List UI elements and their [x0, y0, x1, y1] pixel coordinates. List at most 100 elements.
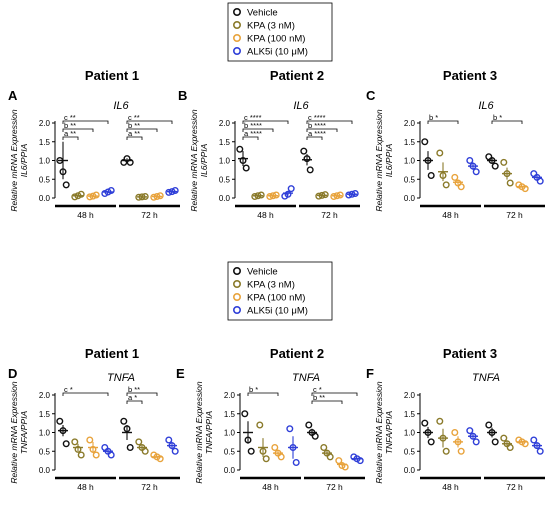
significance-label: c ** — [64, 113, 76, 122]
significance-label: b **** — [308, 121, 326, 130]
group-label: 48 h — [442, 482, 459, 492]
y-tick-label: 0.5 — [224, 447, 236, 456]
panel-letter: A — [8, 88, 18, 103]
significance-bracket — [247, 392, 279, 396]
significance-label: a **** — [308, 129, 326, 138]
data-point — [427, 171, 435, 179]
y-tick-label: 0.5 — [404, 447, 416, 456]
panel-letter: F — [366, 366, 374, 381]
group-label: 72 h — [326, 482, 343, 492]
data-point — [271, 444, 279, 452]
y-tick-label: 2.0 — [39, 119, 51, 128]
y-tick-label: 1.5 — [219, 138, 231, 147]
significance-bracket — [62, 120, 109, 124]
data-point — [62, 181, 70, 189]
y-tick-label: 1.5 — [404, 410, 416, 419]
data-point — [451, 173, 459, 181]
significance-label: b ** — [128, 121, 140, 130]
data-point — [351, 189, 359, 197]
patient-title: Patient 1 — [85, 346, 139, 361]
y-axis-label-line: IL6/PPIA — [384, 143, 394, 177]
group-label: 48 h — [77, 210, 94, 220]
data-point — [266, 192, 274, 200]
group-label: 48 h — [442, 210, 459, 220]
data-point — [292, 459, 300, 467]
data-point — [500, 434, 508, 442]
gene-title: IL6 — [113, 100, 129, 112]
panel-e: Patient 2 E TNFA Relative mRNA ExpressionTN… — [176, 346, 365, 492]
significance-label: b * — [429, 113, 438, 122]
data-point — [472, 438, 480, 446]
data-point — [436, 149, 444, 157]
significance-label: b ** — [64, 121, 76, 130]
y-axis-label-line: TNFA/PPIA — [204, 411, 214, 455]
legend-marker — [233, 266, 242, 275]
panel-f: Patient 3 F TNFA Relative mRNA ExpressionTN… — [366, 346, 545, 492]
data-point — [472, 168, 480, 176]
data-point — [107, 186, 115, 194]
data-point — [92, 191, 100, 199]
data-point — [156, 192, 164, 200]
y-tick-label: 2.0 — [219, 119, 231, 128]
patient-title: Patient 2 — [270, 346, 324, 361]
data-point — [457, 447, 465, 455]
y-tick-label: 2.0 — [39, 391, 51, 400]
data-point — [506, 179, 514, 187]
significance-bracket — [62, 136, 79, 140]
legend-label: ALK5i (10 μM) — [247, 306, 308, 317]
panel-letter: D — [8, 366, 17, 381]
data-point — [126, 444, 134, 452]
data-point — [466, 156, 474, 164]
significance-bracket — [311, 400, 343, 404]
gene-title: TNFA — [292, 372, 320, 384]
data-point — [321, 191, 329, 199]
panel-letter: E — [176, 366, 185, 381]
data-point — [335, 457, 343, 465]
data-point — [150, 193, 158, 201]
data-point — [120, 417, 128, 425]
significance-bracket — [62, 128, 94, 132]
legend-box — [227, 261, 333, 321]
data-point — [421, 419, 429, 427]
data-point — [287, 185, 295, 193]
data-point — [336, 191, 344, 199]
group-label: 48 h — [257, 210, 274, 220]
y-tick-label: 1.5 — [39, 410, 51, 419]
data-point — [156, 455, 164, 463]
legend: Vehicle KPA (3 nM) KPA (100 nM) ALK5i (10 μ… — [227, 261, 333, 321]
data-point — [62, 440, 70, 448]
data-point — [135, 438, 143, 446]
legend-marker — [233, 20, 242, 29]
significance-bracket — [306, 128, 338, 132]
y-tick-label: 0.5 — [404, 175, 416, 184]
gene-title: TNFA — [472, 372, 500, 384]
significance-bracket — [126, 136, 143, 140]
panel-letter: C — [366, 88, 376, 103]
data-point — [86, 436, 94, 444]
significance-label: b * — [249, 385, 258, 394]
group-label: 48 h — [77, 482, 94, 492]
patient-title: Patient 2 — [270, 68, 324, 83]
data-point — [171, 186, 179, 194]
legend-marker — [233, 33, 242, 42]
data-point — [345, 191, 353, 199]
legend-marker — [233, 305, 242, 314]
group-label: 48 h — [262, 482, 279, 492]
data-point — [436, 417, 444, 425]
data-point — [521, 440, 529, 448]
data-point — [56, 417, 64, 425]
patient-title: Patient 3 — [443, 68, 497, 83]
legend-label: KPA (3 nM) — [247, 280, 295, 291]
data-point — [506, 444, 514, 452]
significance-label: c ** — [128, 113, 140, 122]
y-tick-label: 0.0 — [404, 194, 416, 203]
y-tick-label: 1.5 — [404, 138, 416, 147]
legend-label: KPA (3 nM) — [247, 21, 295, 32]
data-point — [141, 447, 149, 455]
data-point — [315, 192, 323, 200]
panel-d: Patient 1 D TNFA Relative mRNA ExpressionTN… — [8, 346, 180, 492]
significance-bracket — [242, 120, 289, 124]
y-tick-label: 2.0 — [404, 119, 416, 128]
significance-bracket — [311, 392, 358, 396]
